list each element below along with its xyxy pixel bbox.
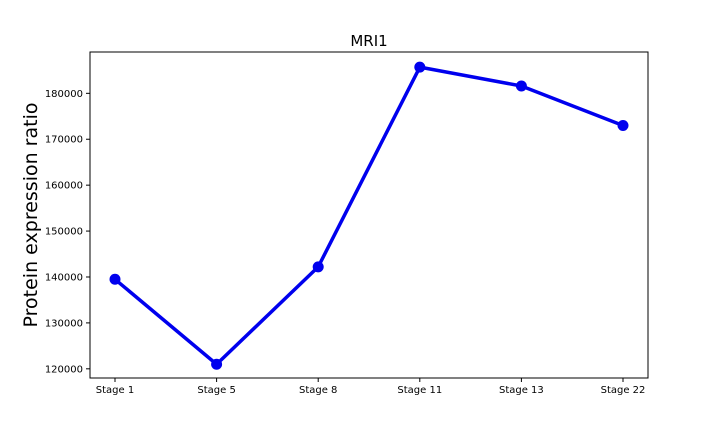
data-point	[617, 119, 629, 131]
y-tick-label: 170000	[45, 135, 83, 146]
y-tick-label: 160000	[45, 181, 83, 192]
data-point	[312, 261, 324, 273]
y-tick-label: 120000	[45, 364, 83, 375]
x-axis-ticks: Stage 1 Stage 5 Stage 8 Stage 11 Stage 13 Sta…	[96, 378, 646, 396]
series-line-group	[109, 61, 629, 370]
y-tick-label: 180000	[45, 89, 83, 100]
series-line	[113, 65, 624, 366]
data-point	[211, 358, 223, 370]
y-tick-label: 130000	[45, 318, 83, 329]
x-tick-label: Stage 13	[499, 385, 544, 396]
plot-area	[89, 51, 649, 379]
data-point	[109, 273, 121, 285]
x-tick-label: Stage 5	[197, 385, 235, 396]
x-tick-label: Stage 11	[397, 385, 442, 396]
y-axis-label: Protein expression ratio	[20, 103, 42, 328]
y-axis-ticks: 120000 130000 140000 150000 160000 170000 1800…	[45, 89, 90, 375]
y-tick-label: 150000	[45, 227, 83, 238]
data-point	[515, 80, 527, 92]
y-tick-label: 140000	[45, 272, 83, 283]
chart-title: MRI1	[350, 32, 387, 50]
x-tick-label: Stage 8	[299, 385, 337, 396]
x-tick-label: Stage 1	[96, 385, 134, 396]
data-point	[414, 61, 426, 73]
x-tick-label: Stage 22	[601, 385, 646, 396]
